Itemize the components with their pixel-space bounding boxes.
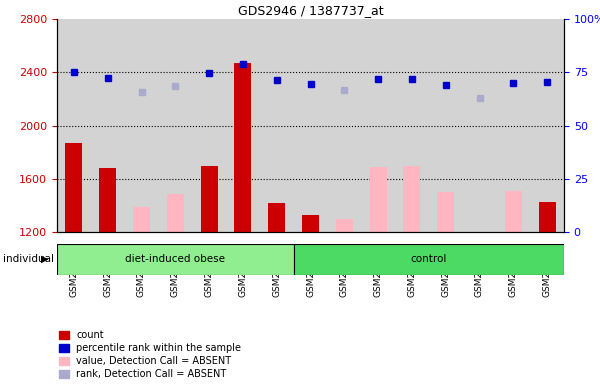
Text: control: control <box>410 254 447 264</box>
Bar <box>437 192 454 232</box>
Bar <box>471 232 488 235</box>
Bar <box>235 63 251 232</box>
Bar <box>293 244 564 275</box>
Bar <box>403 166 421 232</box>
Bar <box>99 169 116 232</box>
Bar <box>505 191 522 232</box>
Text: individual: individual <box>3 254 54 264</box>
Legend: count, percentile rank within the sample, value, Detection Call = ABSENT, rank, : count, percentile rank within the sample… <box>59 330 241 379</box>
Bar <box>200 166 218 232</box>
Bar <box>65 143 82 232</box>
Bar <box>268 203 285 232</box>
Bar <box>302 215 319 232</box>
Text: ▶: ▶ <box>41 254 49 264</box>
Bar <box>167 194 184 232</box>
Bar <box>336 219 353 232</box>
Title: GDS2946 / 1387737_at: GDS2946 / 1387737_at <box>238 3 383 17</box>
Bar <box>539 202 556 232</box>
Bar <box>57 244 293 275</box>
Bar <box>370 167 386 232</box>
Text: diet-induced obese: diet-induced obese <box>125 254 226 264</box>
Bar <box>133 207 150 232</box>
